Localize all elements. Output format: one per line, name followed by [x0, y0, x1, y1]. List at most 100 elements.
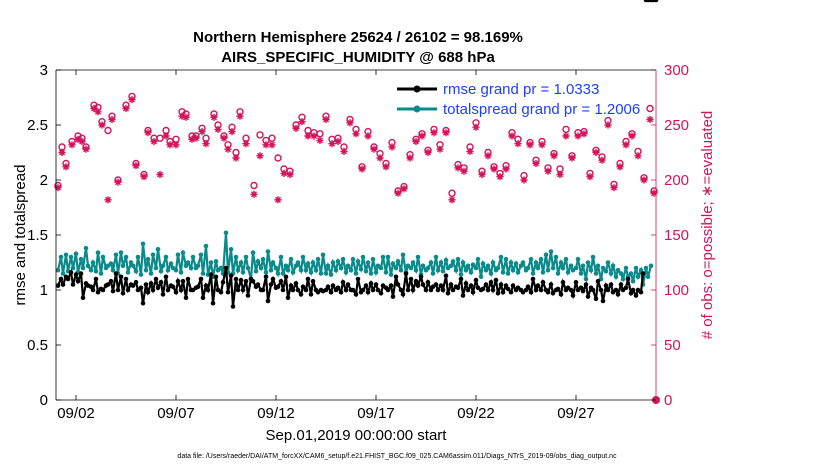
rmse-point [240, 287, 246, 293]
rmse-point [638, 289, 644, 295]
obs-evaluated-marker [232, 154, 240, 162]
totalspread-point [355, 259, 361, 264]
rmse-point [465, 287, 471, 293]
rmse-point [283, 274, 289, 280]
rmse-point [435, 287, 441, 293]
totalspread-point [398, 267, 404, 273]
rmse-point [338, 289, 344, 295]
totalspread-point [440, 269, 446, 274]
totalspread-point [155, 247, 161, 252]
rmse-point [183, 295, 189, 301]
rmse-point [590, 287, 596, 293]
totalspread-point [73, 251, 79, 256]
rmse-point [433, 282, 439, 287]
totalspread-point [605, 260, 611, 265]
rmse-point [593, 296, 599, 302]
totalspread-point [415, 254, 421, 260]
totalspread-point [88, 267, 94, 273]
obs-evaluated-marker [508, 132, 516, 140]
rmse-point [115, 287, 121, 293]
totalspread-point [353, 271, 359, 276]
totalspread-point [480, 261, 486, 266]
totalspread-point [425, 265, 431, 271]
rmse-point [280, 287, 286, 293]
rmse-point [293, 281, 299, 286]
rmse-point [328, 289, 334, 295]
totalspread-point [540, 270, 546, 275]
totalspread-point [58, 254, 64, 260]
totalspread-point [320, 252, 326, 258]
rmse-point [440, 287, 446, 293]
totalspread-point [168, 261, 174, 266]
totalspread-point [223, 230, 229, 236]
totalspread-point [635, 274, 641, 280]
rmse-point [540, 280, 546, 285]
obs-evaluated-marker [532, 159, 540, 168]
obs-evaluated-marker [228, 128, 236, 136]
rmse-point [420, 282, 426, 287]
y2-tick-label: 0 [664, 392, 672, 409]
rmse-point [583, 282, 589, 287]
rmse-point [160, 292, 166, 297]
totalspread-point [595, 263, 601, 269]
totalspread-point [98, 271, 104, 276]
totalspread-point [330, 260, 336, 265]
rmse-point [550, 291, 556, 296]
rmse-point [353, 292, 359, 297]
obs-evaluated-marker [622, 141, 630, 149]
rmse-point [468, 283, 474, 288]
rmse-point [300, 284, 306, 290]
rmse-point [500, 289, 506, 295]
totalspread-point [348, 267, 354, 273]
y-tick-label: 3 [40, 62, 48, 79]
totalspread-point [563, 256, 569, 262]
totalspread-point [455, 256, 461, 262]
obs-evaluated-marker [322, 115, 330, 124]
obs-evaluated-marker [496, 173, 504, 181]
obs-evaluated-marker [442, 129, 450, 137]
legend-box [393, 77, 593, 119]
rmse-point [445, 291, 451, 296]
obs-evaluated-marker [198, 128, 206, 136]
rmse-point [325, 284, 331, 290]
totalspread-point [80, 265, 86, 271]
rmse-point [288, 283, 294, 288]
totalspread-point [585, 260, 591, 265]
rmse-point [523, 287, 529, 293]
totalspread-point [140, 241, 146, 247]
totalspread-point [383, 270, 389, 275]
y-tick-label: 2.5 [27, 117, 48, 134]
totalspread-point [558, 260, 564, 265]
rmse-point [533, 287, 539, 293]
totalspread-point [633, 265, 639, 271]
obs-evaluated-marker [580, 130, 588, 138]
totalspread-point [575, 256, 581, 262]
totalspread-point [413, 267, 419, 273]
totalspread-point [648, 263, 654, 269]
chart-subtitle: AIRS_SPECIFIC_HUMIDITY @ 688 hPa [221, 49, 495, 66]
rmse-point [330, 283, 336, 288]
totalspread-point [200, 271, 206, 276]
totalspread-point [95, 250, 101, 255]
totalspread-point [135, 254, 141, 260]
obs-possible-marker [646, 104, 654, 113]
rmse-point [400, 292, 406, 297]
obs-evaluated-marker [526, 141, 534, 149]
rmse-point [423, 287, 429, 293]
totalspread-point [373, 270, 379, 275]
totalspread-point [510, 267, 516, 273]
rmse-point [498, 282, 504, 287]
totalspread-point [488, 271, 494, 276]
y2-tick-label: 150 [664, 227, 689, 244]
totalspread-point [303, 267, 309, 273]
rmse-point [633, 293, 639, 298]
y-tick-label: 0.5 [27, 337, 48, 354]
rmse-point [178, 287, 184, 293]
totalspread-point [308, 270, 314, 275]
rmse-point [113, 271, 119, 276]
rmse-point [138, 285, 144, 291]
rmse-point [143, 282, 149, 287]
totalspread-point [503, 256, 509, 262]
obs-evaluated-marker [352, 130, 360, 138]
totalspread-point [600, 265, 606, 271]
